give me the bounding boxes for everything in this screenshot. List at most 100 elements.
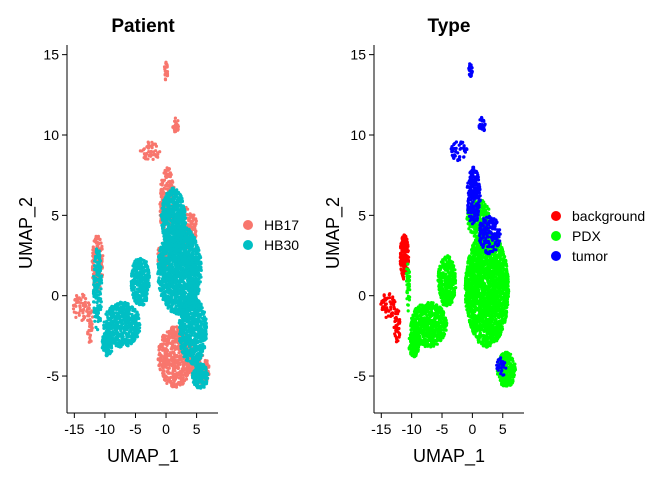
data-point (97, 279, 101, 283)
data-point (149, 149, 153, 154)
data-point (159, 343, 163, 347)
data-point (179, 374, 183, 378)
data-point (160, 284, 164, 288)
data-point (98, 292, 102, 296)
data-point (111, 311, 115, 315)
data-point (183, 256, 187, 260)
data-point (187, 227, 191, 231)
data-point (159, 191, 163, 195)
data-point (157, 258, 161, 262)
data-point (165, 273, 169, 277)
data-point (190, 221, 194, 225)
data-point (82, 307, 86, 311)
data-point (137, 288, 141, 292)
data-point (190, 251, 194, 255)
data-point (146, 288, 150, 292)
data-point (168, 371, 172, 375)
data-point (77, 313, 81, 317)
data-point (162, 378, 167, 382)
data-point (86, 301, 91, 305)
data-point (81, 292, 85, 296)
data-point (176, 128, 180, 132)
data-point (175, 308, 179, 312)
data-point (171, 333, 175, 337)
data-point (157, 262, 161, 266)
data-point (112, 333, 116, 337)
data-point (98, 237, 102, 241)
data-point (173, 301, 177, 305)
data-point (170, 346, 174, 350)
data-point (169, 293, 173, 297)
data-point (187, 223, 191, 227)
data-point (170, 309, 174, 313)
data-point (185, 270, 189, 274)
data-point (107, 323, 111, 327)
data-point (137, 303, 141, 307)
data-point (99, 297, 103, 301)
data-point (203, 358, 207, 363)
data-point (174, 276, 178, 281)
data-point (165, 181, 169, 186)
data-point (119, 339, 123, 343)
patient-points (71, 60, 211, 390)
data-point (141, 148, 146, 152)
data-point (163, 334, 168, 338)
data-point (161, 206, 165, 210)
data-point (192, 258, 196, 262)
data-point (159, 182, 163, 186)
data-point (178, 196, 183, 200)
data-point (183, 259, 187, 263)
data-point (198, 273, 202, 277)
data-point (161, 335, 165, 339)
data-point (142, 265, 146, 269)
data-point (151, 157, 155, 161)
data-point (97, 264, 101, 269)
data-point (192, 267, 196, 271)
data-point (173, 221, 177, 225)
data-point (168, 179, 172, 184)
data-point (88, 333, 92, 337)
data-point (176, 330, 180, 334)
data-point (103, 332, 107, 336)
data-point (127, 330, 131, 334)
data-point (162, 210, 166, 214)
data-point (92, 283, 96, 287)
data-point (192, 236, 197, 240)
data-point (181, 292, 185, 297)
data-point (150, 144, 154, 148)
data-point (172, 345, 177, 349)
data-point (105, 310, 109, 314)
data-point (89, 339, 93, 343)
data-point (169, 173, 173, 177)
data-point (105, 353, 109, 357)
data-point (80, 318, 84, 322)
data-point (130, 312, 134, 317)
data-point (92, 279, 96, 284)
data-point (161, 179, 165, 183)
data-point (163, 217, 167, 221)
data-point (189, 241, 193, 245)
data-point (134, 281, 138, 285)
data-point (180, 267, 184, 271)
data-point (91, 315, 95, 319)
data-point (123, 327, 127, 331)
data-point (168, 199, 172, 203)
data-point (103, 336, 107, 340)
data-point (164, 251, 168, 255)
data-point (173, 377, 178, 381)
data-point (175, 325, 179, 329)
data-point (94, 264, 98, 268)
data-point (184, 236, 188, 240)
data-point (182, 286, 186, 290)
data-point (92, 300, 96, 304)
data-point (105, 340, 109, 344)
data-point (156, 270, 160, 274)
data-point (193, 232, 197, 236)
data-point (130, 335, 134, 339)
data-point (144, 263, 149, 267)
data-point (190, 368, 194, 372)
data-point (143, 285, 147, 289)
data-point (172, 204, 176, 208)
data-point (130, 305, 135, 309)
data-point (187, 265, 191, 269)
